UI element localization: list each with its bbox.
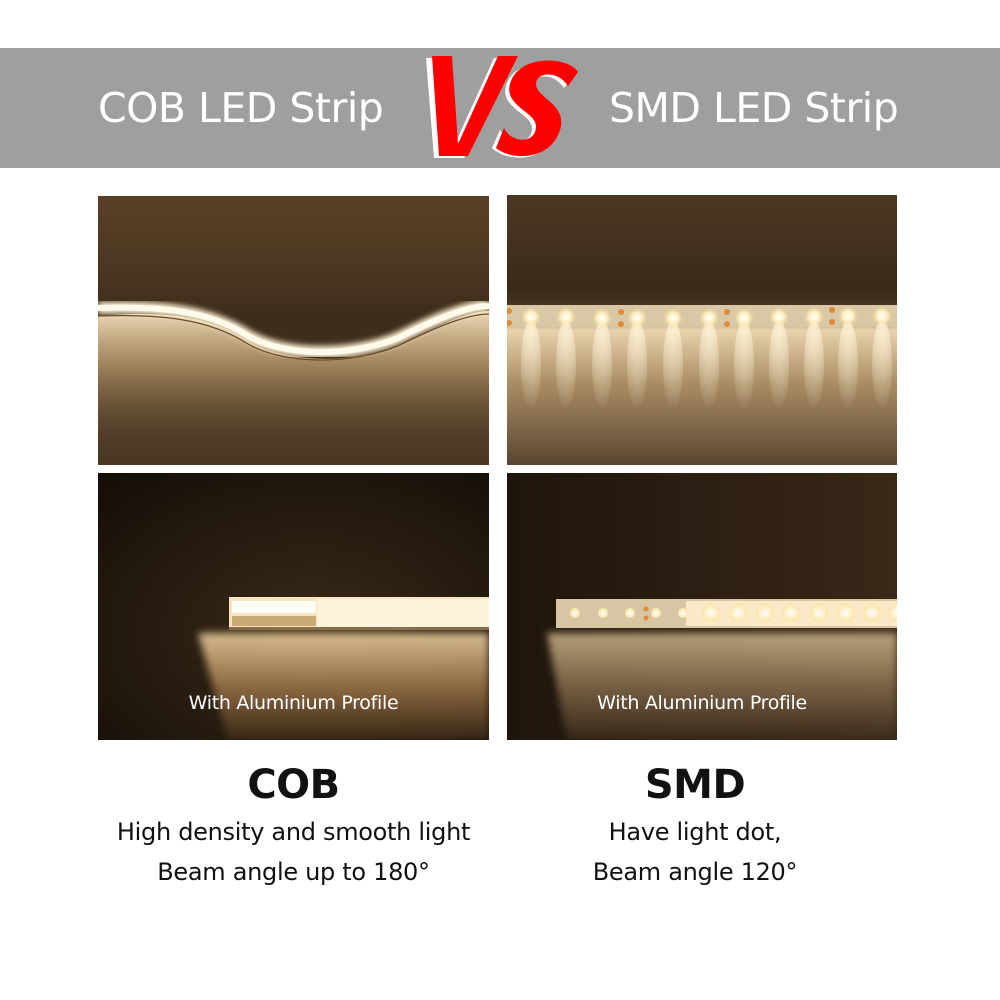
- cob-heading: COB: [247, 762, 340, 808]
- smd-feature-beam-angle: Beam angle 120°: [592, 858, 798, 886]
- smd-profile-photo: With Aluminium Profile: [507, 473, 897, 740]
- smd-heading: SMD: [644, 762, 746, 808]
- cob-feature-beam-angle: Beam angle up to 180°: [157, 858, 430, 886]
- cob-wave-photo: [98, 196, 489, 465]
- vs-icon: [426, 56, 578, 158]
- smd-feature-light-dot: Have light dot,: [608, 818, 782, 846]
- cob-profile-photo: With Aluminium Profile: [98, 473, 489, 740]
- cob-strip-title: COB LED Strip: [98, 84, 384, 132]
- vs-logo: [414, 48, 589, 168]
- smd-strip-photo: [507, 195, 897, 465]
- cob-profile-caption: With Aluminium Profile: [188, 692, 399, 714]
- smd-strip-title: SMD LED Strip: [609, 84, 899, 132]
- smd-profile-caption: With Aluminium Profile: [597, 692, 807, 714]
- cob-feature-density: High density and smooth light: [116, 818, 471, 846]
